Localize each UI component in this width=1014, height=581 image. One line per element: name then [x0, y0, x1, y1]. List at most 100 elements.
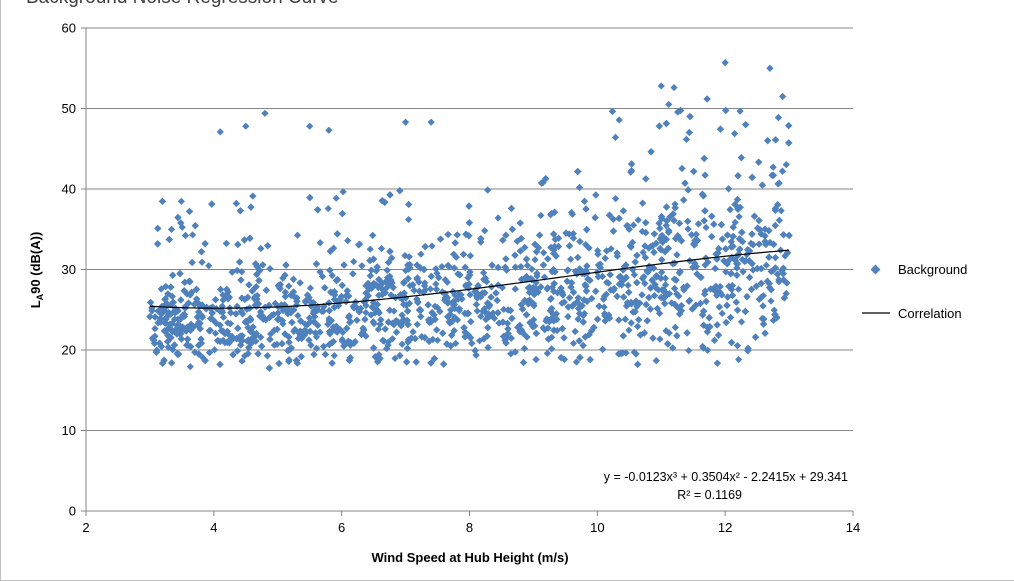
data-point — [631, 258, 639, 266]
equation-label: y = -0.0123x³ + 0.3504x² - 2.2415x + 29.… — [604, 470, 848, 484]
data-point — [270, 326, 278, 334]
data-point — [742, 121, 750, 129]
data-point — [156, 309, 165, 317]
data-point — [404, 274, 412, 283]
data-point — [633, 251, 641, 260]
data-point — [636, 331, 645, 339]
data-point — [431, 315, 439, 323]
data-point — [281, 288, 289, 296]
data-point — [703, 95, 711, 103]
data-point — [539, 178, 547, 186]
data-point — [536, 231, 544, 239]
data-point — [375, 291, 383, 299]
data-point — [733, 260, 741, 268]
data-point — [473, 294, 481, 302]
data-point — [769, 171, 778, 179]
data-point — [582, 287, 590, 295]
data-point — [444, 313, 452, 321]
legend-background-label: Background — [898, 262, 967, 277]
data-point — [671, 300, 679, 308]
data-point — [785, 122, 793, 130]
data-point — [520, 344, 529, 353]
data-point — [338, 281, 346, 289]
data-point — [685, 346, 693, 355]
data-point — [635, 316, 643, 324]
data-point — [693, 270, 701, 278]
data-point — [265, 302, 273, 310]
data-point — [675, 219, 684, 227]
data-point — [586, 276, 594, 284]
data-point — [737, 318, 746, 326]
data-point — [311, 329, 320, 337]
data-point — [767, 297, 775, 305]
data-point — [553, 315, 561, 323]
data-point — [484, 310, 492, 318]
data-point — [713, 321, 721, 329]
data-point — [211, 346, 219, 354]
data-point — [293, 231, 302, 239]
data-point — [390, 307, 398, 315]
data-point — [297, 317, 305, 325]
data-point — [247, 203, 255, 211]
data-point — [398, 311, 406, 319]
data-point — [369, 255, 378, 263]
data-point — [405, 200, 413, 209]
data-point — [494, 309, 502, 317]
data-point — [425, 337, 433, 345]
data-point — [405, 253, 413, 261]
data-point — [670, 83, 678, 92]
data-point — [684, 225, 692, 233]
data-point — [406, 282, 414, 290]
data-point — [716, 125, 725, 133]
data-point — [338, 337, 346, 345]
data-point — [416, 264, 424, 272]
data-point — [658, 268, 666, 276]
data-point — [218, 308, 227, 317]
data-point — [683, 329, 691, 337]
data-point — [193, 295, 201, 303]
data-point — [494, 214, 502, 222]
data-point — [244, 324, 252, 332]
data-point — [332, 276, 341, 284]
data-point — [386, 306, 394, 314]
data-point — [187, 320, 195, 328]
data-point — [711, 264, 719, 273]
data-point — [645, 262, 653, 271]
data-point — [371, 353, 379, 361]
data-point — [181, 231, 190, 240]
data-point — [273, 325, 281, 333]
data-point — [573, 298, 581, 306]
data-point — [632, 350, 640, 358]
data-point — [748, 173, 756, 181]
data-point — [186, 363, 194, 371]
data-point — [484, 186, 492, 194]
data-point — [609, 215, 617, 223]
data-point — [755, 158, 763, 166]
data-point — [464, 274, 472, 282]
data-point — [729, 232, 737, 241]
data-point — [657, 213, 666, 221]
data-point — [699, 344, 708, 352]
data-point — [677, 237, 686, 245]
data-point — [430, 355, 438, 363]
data-point — [733, 342, 742, 350]
data-point — [209, 316, 217, 324]
data-point — [728, 291, 737, 300]
data-point — [722, 318, 730, 327]
data-point — [728, 285, 736, 294]
data-point — [160, 307, 168, 315]
data-point — [523, 333, 531, 341]
data-point — [532, 248, 541, 256]
data-point — [669, 210, 677, 218]
data-point — [373, 263, 381, 271]
data-point — [755, 295, 763, 303]
data-point — [550, 208, 559, 216]
data-point — [575, 309, 584, 318]
data-point — [484, 343, 492, 352]
data-point — [311, 313, 319, 321]
data-point — [594, 250, 602, 258]
data-point — [650, 248, 658, 256]
data-point — [721, 59, 729, 67]
data-point — [250, 295, 259, 303]
data-point — [472, 351, 480, 359]
